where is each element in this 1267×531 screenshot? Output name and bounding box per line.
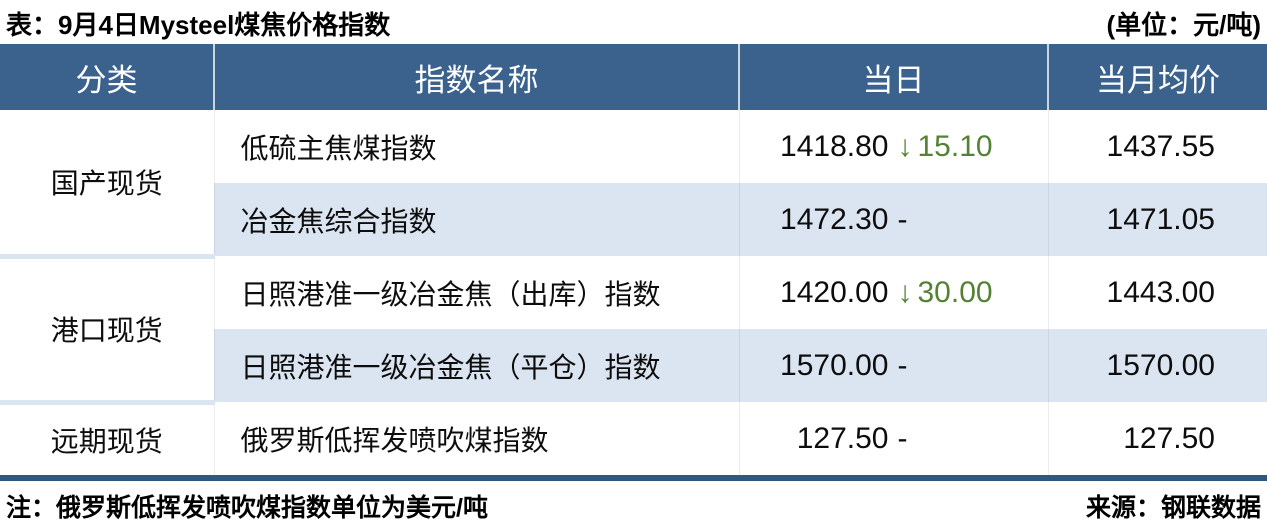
today-value: 1418.80 (780, 129, 889, 163)
today-cell: 1418.80 ↓ 15.10 (739, 110, 1049, 183)
table-title: 表：9月4日Mysteel煤焦价格指数 (6, 9, 391, 40)
today-cell: 1472.30 - (739, 183, 1049, 256)
down-arrow-icon: ↓ (897, 129, 913, 163)
today-value: 1420.00 (780, 275, 889, 309)
today-value: 1570.00 (780, 348, 889, 382)
today-value: 127.50 (796, 421, 889, 455)
header-category: 分类 (0, 44, 215, 110)
footnote: 注：俄罗斯低挥发喷吹煤指数单位为美元/吨 (6, 494, 488, 522)
change-amount: 30.00 (917, 275, 993, 309)
month-avg-cell: 1437.55 (1048, 110, 1267, 183)
category-cell: 港口现货 (0, 256, 215, 405)
unit-label: (单位：元/吨) (1106, 9, 1261, 40)
change-amount: 15.10 (917, 129, 993, 163)
table-row: 远期现货 俄罗斯低挥发喷吹煤指数 127.50 - 127.50 (0, 402, 1267, 475)
footer-bar: 注：俄罗斯低挥发喷吹煤指数单位为美元/吨 来源：钢联数据 (0, 481, 1267, 531)
today-value: 1472.30 (780, 202, 889, 236)
table-bottom-border (0, 475, 1267, 481)
price-table: 分类 指数名称 当日 当月均价 国产现货 低硫主焦煤指数 1418.80 ↓ 15… (0, 44, 1267, 475)
today-cell: 1570.00 - (739, 329, 1049, 402)
index-name-cell: 俄罗斯低挥发喷吹煤指数 (214, 402, 740, 475)
title-bar: 表：9月4日Mysteel煤焦价格指数 (单位：元/吨) (0, 0, 1267, 44)
category-cell: 国产现货 (0, 110, 215, 259)
index-name-cell: 日照港准一级冶金焦（平仓）指数 (214, 329, 740, 402)
index-name-cell: 日照港准一级冶金焦（出库）指数 (214, 256, 740, 329)
today-cell: 1420.00 ↓ 30.00 (739, 256, 1049, 329)
month-avg-cell: 1570.00 (1048, 329, 1267, 402)
change-value: ↓ 30.00 (889, 276, 993, 310)
header-index-name: 指数名称 (214, 44, 740, 110)
month-avg-cell: 1443.00 (1048, 256, 1267, 329)
month-avg-cell: 127.50 (1048, 402, 1267, 475)
down-arrow-icon: ↓ (897, 275, 913, 309)
category-cell: 远期现货 (0, 402, 215, 475)
index-name-cell: 低硫主焦煤指数 (214, 110, 740, 183)
change-value: - (897, 348, 908, 382)
change-value: ↓ 15.10 (889, 130, 993, 164)
table-header-row: 分类 指数名称 当日 当月均价 (0, 44, 1267, 110)
change-value: - (897, 421, 908, 455)
header-month-avg: 当月均价 (1048, 44, 1267, 110)
table-row: 冶金焦综合指数 1472.30 - 1471.05 (0, 183, 1267, 256)
index-name-cell: 冶金焦综合指数 (214, 183, 740, 256)
table-row: 日照港准一级冶金焦（平仓）指数 1570.00 - 1570.00 (0, 329, 1267, 402)
today-cell: 127.50 - (739, 402, 1049, 475)
table-row: 国产现货 低硫主焦煤指数 1418.80 ↓ 15.10 1437.55 (0, 110, 1267, 259)
source-label: 来源：钢联数据 (1085, 494, 1261, 522)
month-avg-cell: 1471.05 (1048, 183, 1267, 256)
table-row: 港口现货 日照港准一级冶金焦（出库）指数 1420.00 ↓ 30.00 1443… (0, 256, 1267, 405)
change-value: - (897, 202, 908, 236)
header-today: 当日 (739, 44, 1049, 110)
